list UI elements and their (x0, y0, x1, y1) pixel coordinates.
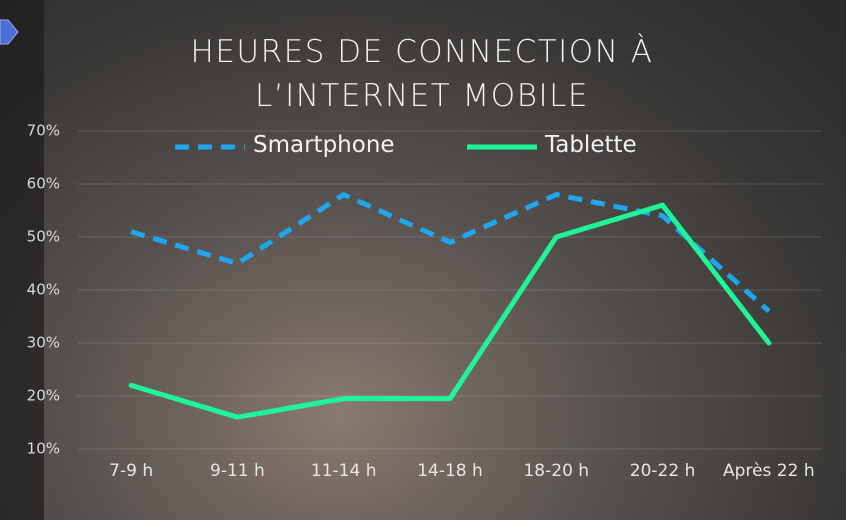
y-tick-label: 30% (27, 334, 60, 352)
x-tick-label: 11-14 h (296, 461, 392, 482)
chart-title: HEURES DE CONNECTION À L’INTERNET MOBILE (122, 30, 722, 118)
y-tick-label: 40% (27, 281, 60, 299)
legend-label: Tablette (545, 132, 637, 158)
y-tick-label: 10% (27, 440, 60, 458)
x-tick-label: 18-20 h (508, 461, 604, 482)
x-tick-label: Après 22 h (721, 461, 817, 482)
y-tick-label: 60% (27, 175, 60, 193)
x-tick-label: 14-18 h (402, 461, 498, 482)
legend-label: Smartphone (253, 132, 395, 158)
series-line (131, 195, 769, 312)
x-tick-label: 20-22 h (615, 461, 711, 482)
x-tick-label: 9-11 h (189, 461, 285, 482)
y-tick-label: 70% (27, 122, 60, 140)
y-tick-label: 20% (27, 387, 60, 405)
x-tick-label: 7-9 h (83, 461, 179, 482)
slide: 10% 20% 30% 40% 50% 60% 70% HEURES DE CONNECTI… (0, 0, 846, 520)
y-tick-label: 50% (27, 228, 60, 246)
